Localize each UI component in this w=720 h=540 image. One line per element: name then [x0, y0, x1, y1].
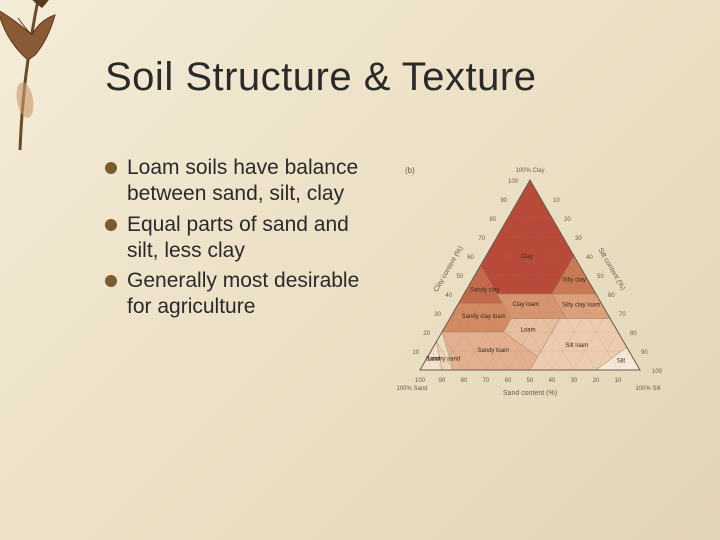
svg-text:80: 80: [489, 217, 496, 223]
svg-text:40: 40: [445, 293, 452, 299]
svg-text:70: 70: [478, 236, 485, 242]
svg-text:100: 100: [652, 369, 663, 375]
svg-text:50: 50: [597, 274, 604, 280]
list-item: Equal parts of sand and silt, less clay: [105, 212, 360, 265]
svg-text:10: 10: [553, 198, 560, 204]
svg-text:Clay: Clay: [521, 254, 533, 260]
list-item: Loam soils have balance between sand, si…: [105, 155, 360, 208]
svg-text:Clay content (%): Clay content (%): [433, 245, 465, 293]
svg-text:30: 30: [434, 312, 441, 318]
svg-text:70: 70: [483, 378, 490, 384]
svg-text:40: 40: [586, 255, 593, 261]
svg-text:90: 90: [500, 198, 507, 204]
svg-text:Silt content (%): Silt content (%): [596, 247, 626, 292]
slide-title: Soil Structure & Texture: [105, 55, 680, 100]
svg-text:60: 60: [467, 255, 474, 261]
svg-text:Clay loam: Clay loam: [512, 302, 539, 308]
svg-text:20: 20: [423, 331, 430, 337]
svg-text:Sandy loam: Sandy loam: [477, 348, 509, 354]
svg-text:20: 20: [593, 378, 600, 384]
svg-text:30: 30: [571, 378, 578, 384]
svg-text:50: 50: [456, 274, 463, 280]
svg-text:Sandy clay loam: Sandy clay loam: [462, 314, 506, 320]
svg-text:Loam: Loam: [521, 328, 536, 334]
svg-text:10: 10: [615, 378, 622, 384]
svg-text:(b): (b): [405, 166, 415, 175]
svg-text:Sand: Sand: [426, 357, 440, 363]
svg-text:100: 100: [415, 378, 426, 384]
svg-text:80: 80: [630, 331, 637, 337]
slide-content: Soil Structure & Texture Loam soils have…: [0, 0, 720, 540]
svg-text:Sandy clay: Sandy clay: [470, 288, 499, 294]
svg-text:100: 100: [508, 179, 519, 185]
soil-texture-triangle: (b) 10 10 10 20 20 20 30 30 30 40 40 40 50 50 50 60 60 60 7…: [380, 155, 680, 420]
svg-text:60: 60: [608, 293, 615, 299]
svg-text:90: 90: [641, 350, 648, 356]
slide-body: Loam soils have balance between sand, si…: [105, 155, 680, 420]
svg-text:Silt loam: Silt loam: [565, 343, 588, 349]
svg-text:100% Silt: 100% Silt: [635, 386, 661, 392]
svg-text:50: 50: [527, 378, 534, 384]
svg-text:40: 40: [549, 378, 556, 384]
svg-text:Silty clay loam: Silty clay loam: [562, 302, 600, 308]
bullet-list: Loam soils have balance between sand, si…: [105, 155, 360, 325]
svg-text:30: 30: [575, 236, 582, 242]
list-item: Generally most desirable for agriculture: [105, 268, 360, 321]
svg-text:70: 70: [619, 312, 626, 318]
svg-text:60: 60: [505, 378, 512, 384]
svg-text:20: 20: [564, 217, 571, 223]
svg-text:100% Sand: 100% Sand: [396, 386, 427, 392]
svg-text:90: 90: [439, 378, 446, 384]
svg-text:Silt: Silt: [617, 358, 626, 364]
svg-text:100% Clay: 100% Clay: [515, 168, 544, 174]
svg-text:10: 10: [412, 350, 419, 356]
svg-text:Silty clay: Silty clay: [562, 277, 586, 283]
svg-text:Sand content (%): Sand content (%): [503, 390, 557, 397]
svg-text:80: 80: [461, 378, 468, 384]
